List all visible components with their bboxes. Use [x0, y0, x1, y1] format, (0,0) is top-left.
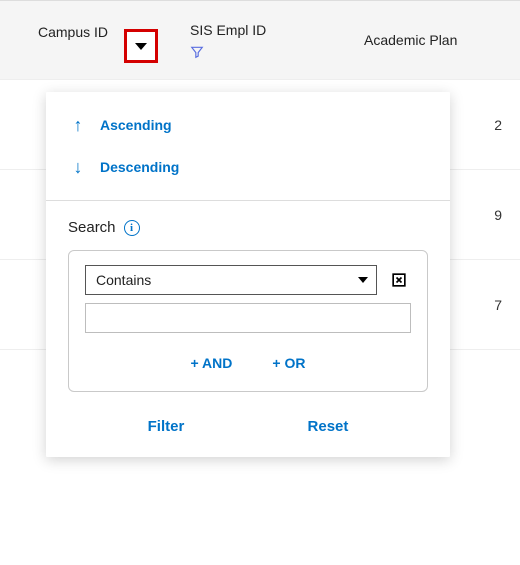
column-header-academic-plan[interactable]: Academic Plan: [360, 17, 520, 63]
criteria-row: Contains: [85, 265, 411, 295]
filter-button[interactable]: Filter: [148, 418, 185, 435]
add-condition-row: + AND + OR: [85, 355, 411, 371]
search-section: Search i Contains: [46, 201, 450, 400]
sort-descending[interactable]: ↓ Descending: [46, 146, 450, 188]
search-value-input[interactable]: [85, 303, 411, 333]
cell-fragment: 9: [494, 207, 502, 223]
cell-fragment: 2: [494, 117, 502, 133]
arrow-down-icon: ↓: [70, 158, 86, 176]
search-title-row: Search i: [68, 219, 428, 236]
column-header-campus-id[interactable]: Campus ID: [0, 9, 180, 71]
column-label: Academic Plan: [364, 31, 457, 49]
criteria-box: Contains + AND + OR: [68, 250, 428, 392]
arrow-up-icon: ↑: [70, 116, 86, 134]
column-label: Campus ID: [38, 23, 108, 41]
filter-icon[interactable]: [190, 45, 204, 59]
column-label: SIS Empl ID: [190, 21, 266, 39]
table-header: Campus ID SIS Empl ID Academic Plan: [0, 0, 520, 80]
sort-section: ↑ Ascending ↓ Descending: [46, 92, 450, 200]
column-menu-popup: ↑ Ascending ↓ Descending Search i Contai…: [46, 92, 450, 457]
chevron-down-icon: [358, 277, 368, 283]
popup-footer: Filter Reset: [46, 400, 450, 457]
column-menu-trigger[interactable]: [124, 29, 158, 63]
cell-fragment: 7: [494, 297, 502, 313]
operator-value: Contains: [96, 272, 151, 288]
sort-label: Descending: [100, 159, 179, 175]
sort-ascending[interactable]: ↑ Ascending: [46, 104, 450, 146]
sort-label: Ascending: [100, 117, 172, 133]
caret-down-icon: [135, 43, 147, 50]
operator-select[interactable]: Contains: [85, 265, 377, 295]
reset-button[interactable]: Reset: [308, 418, 349, 435]
search-title: Search: [68, 219, 116, 236]
clear-criteria-button[interactable]: [387, 268, 411, 292]
info-icon[interactable]: i: [124, 220, 140, 236]
column-header-sis-empl-id[interactable]: SIS Empl ID: [180, 7, 360, 73]
add-or-button[interactable]: + OR: [272, 355, 305, 371]
add-and-button[interactable]: + AND: [191, 355, 233, 371]
clear-icon: [389, 270, 409, 290]
